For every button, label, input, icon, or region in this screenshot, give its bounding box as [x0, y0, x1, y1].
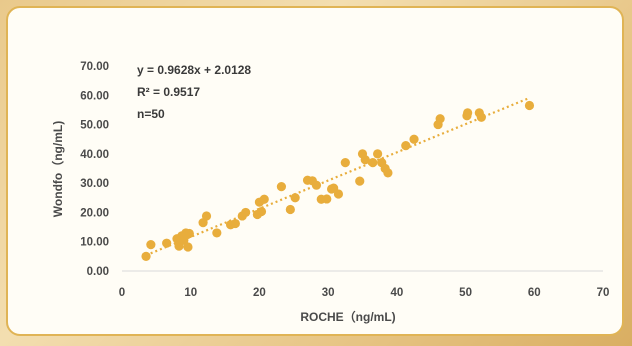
y-tick-label: 70.00: [80, 61, 109, 73]
data-point: [276, 182, 287, 192]
data-point: [311, 180, 322, 190]
data-point: [368, 158, 378, 168]
x-tick-label: 40: [390, 287, 403, 299]
data-point: [524, 100, 535, 111]
y-tick-label: 60.00: [80, 90, 109, 102]
data-point: [256, 206, 267, 217]
data-point: [476, 112, 486, 122]
data-point: [259, 194, 269, 204]
data-point: [241, 207, 251, 218]
data-point: [373, 149, 383, 159]
sample-size-label: n=50: [137, 107, 165, 121]
equation-label: y = 0.9628x + 2.0128: [137, 63, 251, 77]
data-point: [322, 194, 332, 204]
data-point: [184, 228, 194, 239]
y-tick-label: 30.00: [80, 178, 109, 190]
r-squared-label: R² = 0.9517: [137, 85, 200, 99]
data-point: [285, 204, 295, 215]
x-tick-label: 70: [597, 287, 610, 299]
chart-card: [6, 6, 624, 336]
data-point: [333, 189, 344, 199]
data-point: [183, 242, 193, 252]
data-point: [383, 168, 393, 178]
y-tick-label: 20.00: [80, 207, 109, 219]
data-point: [141, 251, 151, 261]
x-tick-label: 10: [184, 287, 197, 299]
data-point: [212, 228, 222, 238]
y-tick-label: 10.00: [80, 237, 109, 249]
x-tick-label: 50: [459, 287, 472, 299]
x-axis-title: ROCHE（ng/mL): [300, 309, 395, 324]
data-point: [146, 240, 156, 250]
y-axis-title: Wondfo（ng/mL): [50, 121, 65, 217]
x-tick-label: 30: [322, 287, 335, 299]
data-point: [435, 114, 445, 124]
y-tick-label: 0.00: [87, 266, 109, 278]
x-tick-label: 60: [528, 287, 541, 299]
data-points: [141, 100, 535, 261]
data-point: [179, 235, 189, 245]
data-point: [409, 134, 419, 144]
x-axis-ticks: 0 10 20 30 40 50 60 70: [119, 287, 610, 299]
trendline: [145, 96, 530, 257]
data-point: [201, 211, 212, 221]
x-tick-label: 0: [119, 287, 125, 299]
data-point: [290, 193, 300, 203]
data-point: [230, 218, 240, 229]
y-tick-label: 40.00: [80, 149, 109, 161]
y-tick-label: 50.00: [80, 120, 109, 132]
data-point: [463, 108, 473, 118]
data-point: [360, 155, 370, 165]
data-point: [162, 238, 172, 248]
x-tick-label: 20: [253, 287, 266, 299]
data-point: [340, 158, 350, 168]
data-point: [355, 176, 365, 186]
data-point: [401, 141, 411, 151]
y-axis-ticks: 0.00 10.00 20.00 30.00 40.00 50.00 60.00 70.00: [80, 61, 109, 278]
